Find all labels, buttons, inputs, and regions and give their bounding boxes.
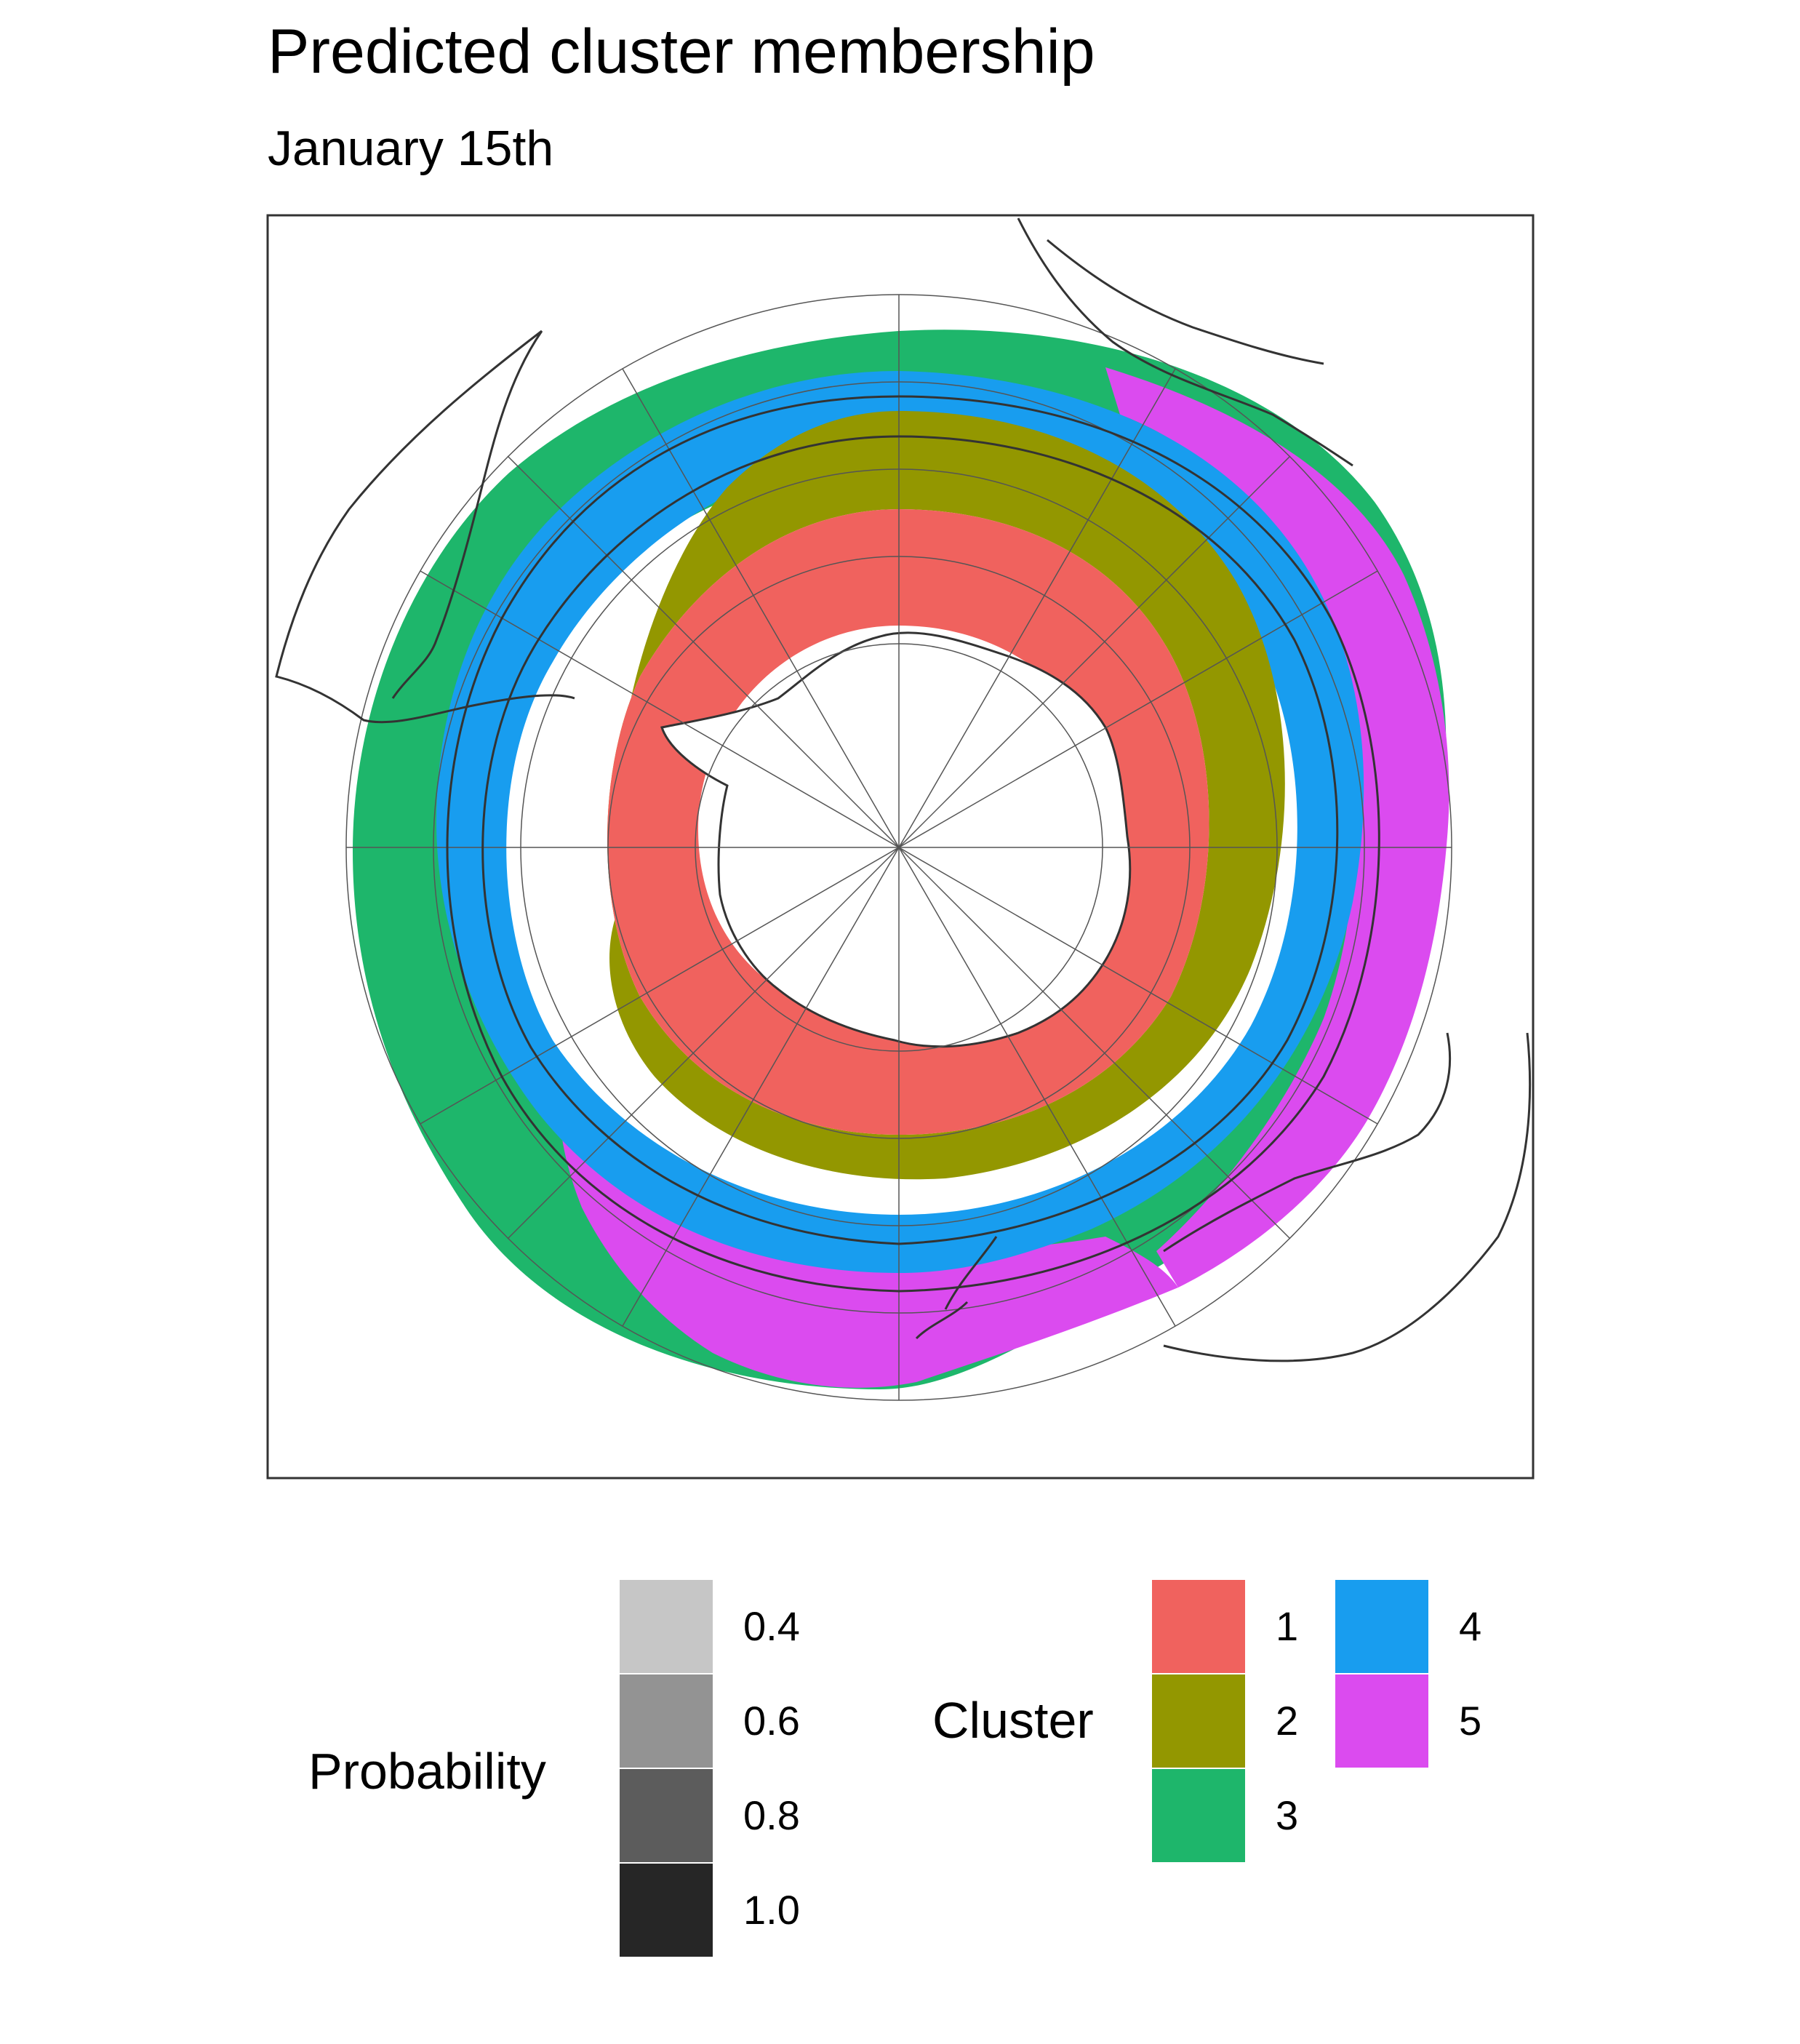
probability-swatch-0-8: [620, 1769, 713, 1862]
chart-subtitle: January 15th: [268, 121, 554, 176]
cluster-label-3: 3: [1276, 1792, 1299, 1838]
cluster-5-east-region: [1105, 367, 1449, 1288]
cluster-5-south-region: [559, 1091, 1178, 1388]
probability-label-0-4: 0.4: [743, 1603, 800, 1649]
cluster-label-5: 5: [1459, 1698, 1482, 1744]
south-america-outline: [275, 330, 575, 724]
cluster-swatch-4: [1335, 1580, 1428, 1673]
probability-swatch-0-6: [620, 1674, 713, 1768]
continent-outlines: [275, 217, 1532, 1362]
probability-swatch-0-4: [620, 1580, 713, 1673]
chart-title: Predicted cluster membership: [268, 17, 1095, 87]
subantarctic-front-contour: [446, 395, 1380, 1293]
new-zealand-outline: [915, 1236, 998, 1340]
graticule: [345, 294, 1452, 1401]
cluster-swatch-2: [1152, 1674, 1245, 1768]
cluster-label-2: 2: [1276, 1698, 1299, 1744]
cluster-swatch-5: [1335, 1674, 1428, 1768]
probability-swatch-1-0: [620, 1864, 713, 1957]
probability-label-1-0: 1.0: [743, 1887, 800, 1933]
cluster-legend-title: Cluster: [932, 1692, 1094, 1749]
probability-legend-title: Probability: [308, 1743, 546, 1800]
cluster-swatch-3: [1152, 1769, 1245, 1862]
africa-outline: [1017, 217, 1353, 467]
polar-map: [266, 214, 1535, 1480]
probability-label-0-6: 0.6: [743, 1698, 800, 1744]
polar-front-contour: [481, 435, 1339, 1245]
cluster-label-1: 1: [1276, 1603, 1299, 1649]
antarctica-landmass: [660, 631, 1132, 1048]
cluster-swatch-1: [1152, 1580, 1245, 1673]
cluster-label-4: 4: [1459, 1603, 1482, 1649]
probability-label-0-8: 0.8: [743, 1792, 800, 1838]
australia-outline: [1163, 1032, 1532, 1362]
